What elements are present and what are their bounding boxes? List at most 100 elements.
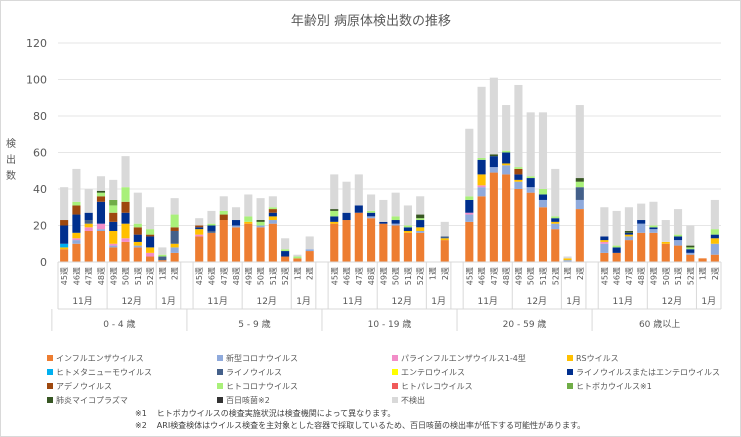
bar-segment	[256, 220, 265, 222]
bar-segment	[710, 234, 719, 239]
bar-segment	[514, 167, 523, 169]
bar-segment	[133, 234, 142, 242]
bar-segment	[96, 192, 106, 197]
x-tick-label-week: 1週	[293, 267, 302, 280]
bar-segment	[551, 221, 560, 224]
bar-segment	[686, 252, 695, 255]
bar-segment	[686, 249, 695, 253]
x-tick-label-month: 1月	[161, 296, 176, 307]
bar-segment	[514, 174, 523, 180]
x-tick-label-week: 52週	[146, 267, 155, 285]
x-tick-label-month: 12月	[662, 296, 682, 307]
bar-segment	[84, 220, 93, 224]
bar-segment	[612, 252, 621, 262]
bar-segment	[538, 207, 548, 262]
bar-segment	[600, 241, 609, 244]
bar-segment	[710, 238, 719, 244]
x-tick-label-week: 46週	[343, 267, 352, 285]
legend-swatch	[217, 355, 223, 361]
bar-segment	[649, 201, 658, 226]
bar-segment	[170, 252, 179, 262]
bar-segment	[710, 229, 719, 235]
bar-segment	[170, 243, 179, 248]
legend-label: 百日咳菌※2	[226, 396, 270, 405]
bar-segment	[146, 234, 155, 237]
legend-item: インフルエンザウイルス	[47, 353, 144, 364]
x-tick-label-week: 50週	[392, 267, 401, 285]
bar-segment	[256, 227, 265, 262]
x-group-label: 10 - 19 歳	[368, 318, 412, 330]
bar-segment	[72, 214, 81, 233]
bar-segment	[514, 84, 523, 168]
bar-segment	[637, 203, 646, 221]
bar-segment	[477, 174, 486, 186]
bar-segment	[330, 221, 339, 224]
x-tick-label-week: 46週	[72, 267, 81, 285]
x-tick-label-week: 45週	[465, 267, 474, 285]
bar-segment	[465, 128, 474, 197]
bar-segment	[489, 167, 498, 173]
bar-segment	[440, 240, 449, 262]
legend-swatch	[567, 369, 573, 375]
bar-segment	[207, 230, 216, 233]
bar-segment	[133, 245, 142, 248]
bar-segment	[268, 223, 277, 262]
bar-segment	[624, 240, 633, 262]
bar-segment	[195, 218, 204, 226]
bar-segment	[84, 230, 93, 262]
x-tick-label-week: 52週	[686, 267, 695, 285]
bar-segment	[305, 251, 314, 262]
bar-segment	[624, 230, 633, 233]
bar-segment	[60, 225, 69, 244]
bar-segment	[170, 214, 179, 228]
legend-item: 百日咳菌※2	[217, 395, 270, 406]
x-tick-label-week: 47週	[625, 267, 634, 285]
bar-segment	[244, 194, 253, 217]
bar-segment	[72, 232, 81, 239]
legend-label: 不検出	[401, 396, 425, 405]
bar-segment	[624, 236, 633, 241]
x-tick-label-week: 2週	[441, 267, 450, 280]
bar-segment	[96, 223, 106, 230]
y-axis-label-char: 検	[6, 137, 16, 150]
bar-segment	[465, 196, 474, 200]
bar-segment	[354, 174, 363, 206]
x-tick-label-week: 47週	[85, 267, 94, 285]
bar-segment	[133, 247, 142, 262]
y-tick-label: 20	[33, 220, 47, 233]
bar-segment	[268, 220, 277, 224]
legend-item: ヒトパレコウイルス	[392, 381, 473, 392]
legend-swatch	[392, 383, 398, 389]
legend-swatch	[217, 369, 223, 375]
bar-segment	[686, 254, 695, 262]
bar-segment	[416, 214, 425, 219]
bar-segment	[440, 238, 449, 241]
x-tick-label-month: 1月	[701, 296, 716, 307]
bar-segment	[379, 199, 388, 222]
bar-segment	[391, 223, 400, 226]
bar-segment	[379, 223, 388, 262]
bar-segment	[96, 201, 106, 224]
x-tick-label-month: 12月	[527, 296, 547, 307]
x-tick-label-week: 2週	[306, 267, 315, 280]
bar-segment	[96, 229, 106, 231]
x-tick-label-week: 51週	[269, 267, 278, 285]
bar-segment	[281, 256, 290, 262]
bar-segment	[477, 159, 486, 175]
legend-label: 新型コロナウイルス	[226, 354, 298, 363]
legend-item: アデノウイルス	[47, 381, 112, 392]
bar-segment	[158, 254, 167, 257]
x-tick-label-month: 1月	[431, 296, 446, 307]
bar-segment	[158, 247, 167, 255]
bar-segment	[563, 258, 572, 261]
bar-segment	[575, 199, 584, 210]
bar-segment	[563, 256, 572, 259]
bar-segment	[661, 243, 670, 262]
bar-segment	[293, 254, 302, 257]
x-tick-label-week: 46週	[478, 267, 487, 285]
bar-segment	[612, 247, 621, 253]
x-tick-label-week: 47週	[220, 267, 229, 285]
bar-segment	[465, 214, 474, 222]
bar-segment	[231, 225, 241, 228]
footnote-mark: ※1	[135, 409, 147, 418]
